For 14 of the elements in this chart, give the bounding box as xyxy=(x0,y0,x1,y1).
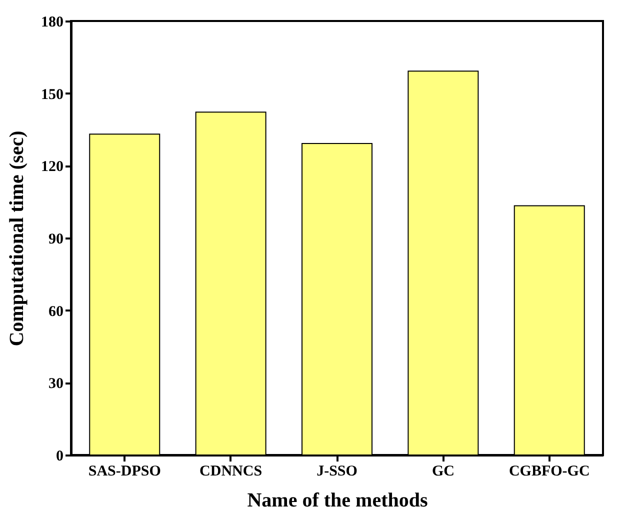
y-tick-label: 60 xyxy=(48,304,64,320)
y-tick-label: 150 xyxy=(41,86,64,103)
x-tick-label: J-SSO xyxy=(316,464,358,480)
y-tick-label: 30 xyxy=(48,376,64,392)
y-tick-label: 90 xyxy=(48,232,64,248)
y-tick-label: 180 xyxy=(41,14,64,30)
x-tick-label: CGBFO-GC xyxy=(508,464,590,480)
x-axis-title: Name of the methods xyxy=(247,490,428,512)
x-tick-label: SAS-DPSO xyxy=(88,464,161,480)
y-axis-title: Computational time (sec) xyxy=(6,130,28,346)
y-tick-label: 0 xyxy=(56,448,64,464)
x-tick-label: CDNNCS xyxy=(200,464,262,480)
x-tick-label: GC xyxy=(432,464,454,480)
y-tick-label: 120 xyxy=(41,159,64,176)
